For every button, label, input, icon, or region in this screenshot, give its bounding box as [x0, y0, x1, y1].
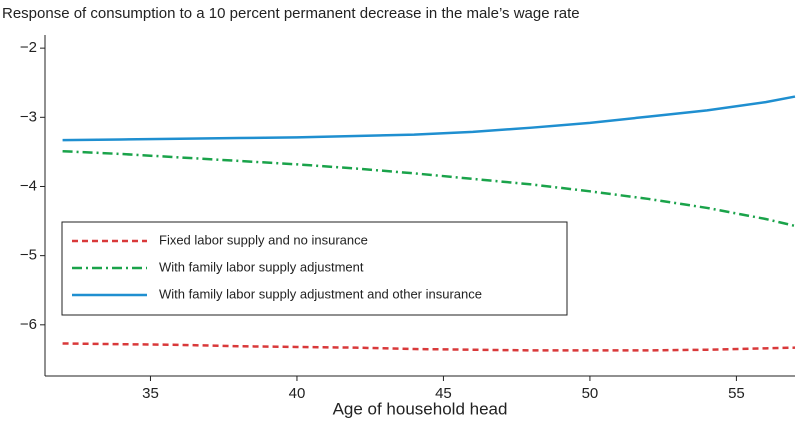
- y-tick-label: −2: [20, 39, 37, 56]
- y-tick-label: −4: [20, 177, 37, 194]
- y-tick-label: −6: [20, 316, 37, 333]
- x-tick-label: 45: [435, 385, 452, 402]
- legend-label: With family labor supply adjustment: [159, 259, 364, 274]
- y-tick-label: −3: [20, 108, 37, 125]
- x-tick-label: 40: [289, 385, 306, 402]
- series-line: [62, 149, 796, 228]
- chart-title: Response of consumption to a 10 percent …: [2, 5, 580, 22]
- legend-label: With family labor supply adjustment and …: [159, 286, 482, 301]
- legend-label: Fixed labor supply and no insurance: [159, 232, 368, 247]
- x-tick-label: 55: [728, 385, 745, 402]
- series-line: [62, 342, 796, 352]
- x-tick-label: 50: [582, 385, 599, 402]
- x-axis-label: Age of household head: [333, 399, 508, 418]
- x-tick-label: 35: [142, 385, 159, 402]
- series-line: [62, 95, 796, 142]
- y-tick-label: −5: [20, 247, 37, 264]
